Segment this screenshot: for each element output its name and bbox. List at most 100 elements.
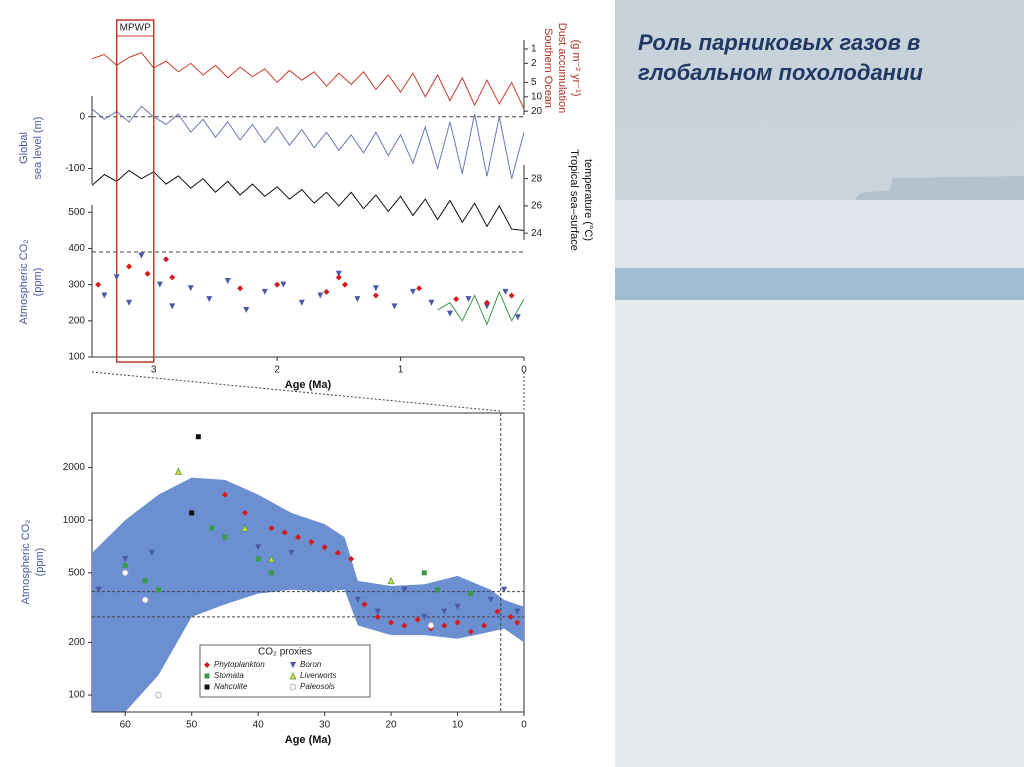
marker-triangle <box>428 299 435 306</box>
marker-triangle <box>289 672 297 680</box>
marker-circle <box>289 683 297 691</box>
marker-diamond <box>508 292 515 299</box>
highlight-box <box>115 19 155 363</box>
legend-label: Liverworts <box>300 671 336 680</box>
marker-triangle <box>243 306 250 313</box>
x-tick-label: 20 <box>386 720 398 731</box>
marker-diamond <box>144 270 151 277</box>
x-tick-label: 10 <box>452 720 464 731</box>
marker-square <box>421 570 427 576</box>
marker-diamond <box>308 539 315 546</box>
marker-diamond <box>241 509 248 516</box>
marker-square <box>155 587 161 593</box>
marker-triangle <box>169 303 176 310</box>
data-line <box>91 169 525 231</box>
marker-triangle <box>267 555 276 563</box>
marker-diamond <box>323 288 330 295</box>
marker-triangle <box>391 303 398 310</box>
marker-square <box>204 684 210 690</box>
marker-triangle <box>101 292 108 299</box>
marker-square <box>122 563 128 569</box>
marker-square <box>209 525 215 531</box>
y-tick-label: 200 <box>68 637 85 648</box>
y-tick-label: 1000 <box>63 515 86 526</box>
x-tick-label: 2 <box>274 365 280 376</box>
y-tick-label: 0 <box>79 111 85 122</box>
marker-diamond <box>414 616 421 623</box>
marker-triangle <box>502 288 509 295</box>
marker-square <box>255 556 261 562</box>
marker-triangle <box>441 608 448 615</box>
y-tick-label: 100 <box>68 352 85 363</box>
data-line <box>437 290 525 326</box>
marker-diamond <box>221 491 228 498</box>
legend-label: Boron <box>300 660 322 669</box>
marker-triangle <box>335 270 342 277</box>
legend-label: Stomata <box>214 671 244 680</box>
marker-triangle <box>241 524 249 532</box>
legend-label: Paleosols <box>300 682 335 691</box>
slide-title: Роль парниковых газов в глобальном похол… <box>638 30 923 85</box>
marker-diamond <box>361 601 368 608</box>
marker-triangle <box>95 586 102 593</box>
marker-triangle <box>354 596 361 603</box>
y-tick-label: 200 <box>68 315 85 326</box>
marker-triangle <box>409 288 416 295</box>
y-axis-label: temperature (°C) <box>582 159 594 241</box>
marker-triangle <box>290 662 296 668</box>
marker-diamond <box>372 292 379 299</box>
marker-diamond <box>374 613 381 620</box>
marker-diamond <box>335 274 342 281</box>
marker-triangle <box>224 278 231 284</box>
marker-triangle <box>148 549 155 556</box>
marker-diamond <box>494 608 501 615</box>
marker-diamond <box>481 622 488 629</box>
photo-sea-ice <box>615 200 1024 270</box>
x-tick-label: 0 <box>521 720 527 731</box>
y-axis-label: Southern Ocean <box>542 28 554 108</box>
marker-diamond <box>467 628 474 635</box>
marker-circle <box>427 622 435 629</box>
marker-triangle <box>401 586 408 593</box>
x-tick-label: 60 <box>120 720 132 731</box>
legend-box <box>199 644 371 698</box>
marker-triangle <box>446 310 453 317</box>
marker-diamond <box>237 285 244 292</box>
marker-triangle <box>454 603 461 610</box>
marker-triangle <box>374 608 381 615</box>
x-tick-label: 50 <box>186 720 198 731</box>
y-tick-label: 20 <box>531 106 543 117</box>
y-tick-label: -100 <box>65 163 85 174</box>
marker-triangle <box>514 608 521 615</box>
highlight-label: MPWP <box>120 23 151 34</box>
marker-square <box>435 587 441 593</box>
marker-triangle <box>421 613 428 620</box>
marker-diamond <box>169 274 176 281</box>
marker-square <box>468 591 474 597</box>
y-tick-label: 500 <box>68 567 85 578</box>
x-tick-label: 30 <box>319 720 331 731</box>
y-tick-label: 500 <box>68 207 85 218</box>
marker-triangle <box>206 296 213 303</box>
marker-triangle <box>501 586 508 593</box>
marker-diamond <box>95 281 102 288</box>
marker-triangle <box>261 288 268 295</box>
marker-triangle <box>280 281 287 288</box>
data-line <box>91 105 525 179</box>
marker-diamond <box>274 281 281 288</box>
y-axis-label: (g m⁻² yr⁻¹) <box>570 40 582 97</box>
marker-triangle <box>298 299 305 306</box>
marker-diamond <box>416 285 423 292</box>
x-tick-label: 40 <box>253 720 265 731</box>
marker-diamond <box>342 281 349 288</box>
marker-triangle <box>487 596 494 603</box>
marker-square <box>268 570 274 576</box>
marker-diamond <box>321 544 328 551</box>
photo-snow <box>615 300 1024 767</box>
marker-diamond <box>388 619 395 626</box>
y-tick-label: 28 <box>531 173 543 184</box>
y-tick-label: 26 <box>531 201 543 212</box>
y-axis-label: (ppm) <box>34 548 46 577</box>
x-axis-label: Age (Ma) <box>285 734 332 746</box>
